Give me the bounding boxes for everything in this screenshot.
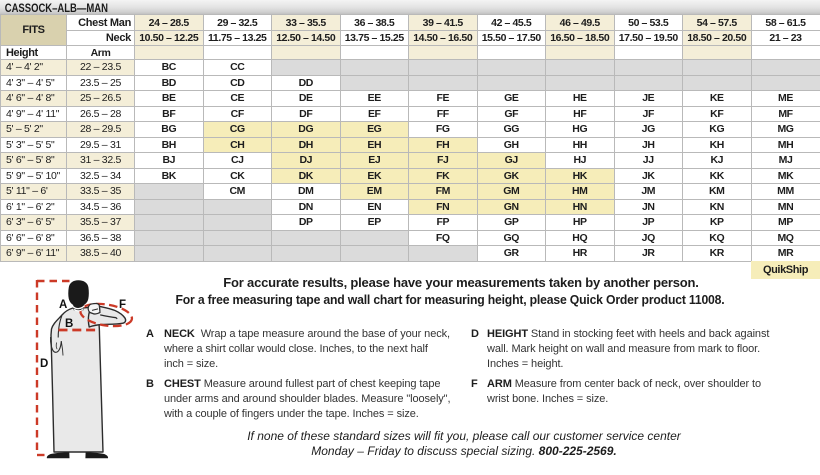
svg-text:F: F	[119, 299, 126, 311]
svg-text:B: B	[65, 318, 73, 330]
svg-text:D: D	[40, 358, 48, 370]
svg-text:A: A	[59, 299, 67, 311]
